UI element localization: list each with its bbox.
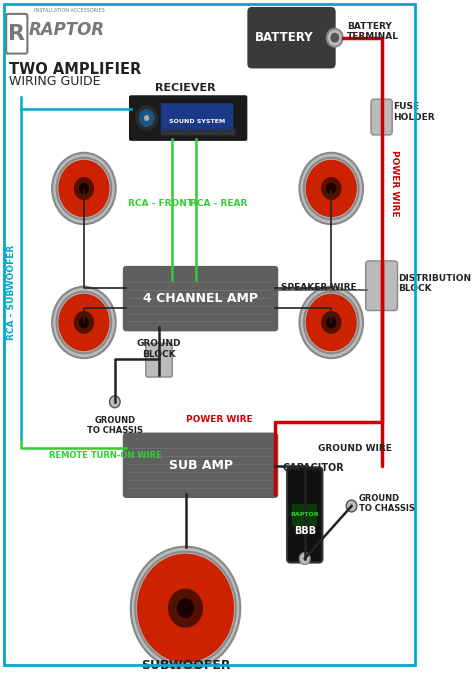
FancyBboxPatch shape (146, 343, 172, 377)
Circle shape (135, 105, 158, 131)
FancyBboxPatch shape (183, 129, 193, 135)
Circle shape (326, 183, 337, 194)
Text: R: R (8, 24, 25, 44)
Text: RCA - REAR: RCA - REAR (191, 200, 248, 208)
Circle shape (346, 500, 357, 512)
FancyBboxPatch shape (366, 261, 398, 311)
Text: RAPTOR: RAPTOR (291, 512, 319, 518)
Circle shape (79, 183, 89, 194)
Circle shape (321, 311, 341, 334)
Text: 4 CHANNEL AMP: 4 CHANNEL AMP (143, 292, 258, 305)
Circle shape (168, 588, 203, 628)
Circle shape (137, 553, 234, 663)
Text: BBB: BBB (294, 526, 316, 536)
Circle shape (52, 153, 116, 224)
Text: RCA - SUBWOOFER: RCA - SUBWOOFER (7, 245, 16, 340)
Circle shape (74, 311, 94, 334)
Circle shape (79, 317, 89, 328)
Text: GROUND
TO CHASSIS: GROUND TO CHASSIS (87, 416, 143, 435)
Text: POWER WIRE: POWER WIRE (186, 415, 252, 424)
FancyBboxPatch shape (287, 467, 322, 563)
Text: TWO AMPLIFIER: TWO AMPLIFIER (9, 61, 141, 77)
Text: SOUND SYSTEM: SOUND SYSTEM (169, 119, 225, 123)
Text: SUBWOOFER: SUBWOOFER (141, 658, 230, 672)
Text: RCA - FRONT: RCA - FRONT (128, 200, 193, 208)
Text: RECIEVER: RECIEVER (155, 84, 216, 93)
FancyBboxPatch shape (129, 95, 247, 141)
FancyBboxPatch shape (247, 7, 336, 69)
Circle shape (52, 286, 116, 358)
FancyBboxPatch shape (226, 129, 236, 135)
Circle shape (321, 177, 341, 200)
Circle shape (327, 29, 343, 47)
Text: GROUND WIRE: GROUND WIRE (318, 444, 392, 454)
FancyBboxPatch shape (204, 129, 214, 135)
Circle shape (300, 553, 310, 565)
Text: SUB AMP: SUB AMP (169, 459, 233, 472)
Circle shape (139, 109, 155, 127)
Text: DISTRIBUTION
BLOCK: DISTRIBUTION BLOCK (398, 274, 472, 293)
FancyBboxPatch shape (162, 129, 172, 135)
Text: GROUND
TO CHASSIS: GROUND TO CHASSIS (359, 494, 414, 514)
FancyBboxPatch shape (173, 129, 182, 135)
Circle shape (330, 33, 339, 42)
Text: POWER WIRE: POWER WIRE (390, 150, 399, 217)
Text: RAPTOR: RAPTOR (29, 21, 105, 39)
Circle shape (300, 286, 363, 358)
Text: REMOTE TURN-ON WIRE: REMOTE TURN-ON WIRE (48, 452, 161, 460)
Text: CAPACITOR: CAPACITOR (283, 463, 345, 473)
Circle shape (58, 294, 109, 351)
Circle shape (177, 599, 194, 618)
FancyBboxPatch shape (215, 129, 225, 135)
Circle shape (144, 115, 149, 121)
Text: GROUND
BLOCK: GROUND BLOCK (137, 339, 181, 359)
Circle shape (326, 317, 337, 328)
Circle shape (58, 160, 109, 217)
Text: INSTALLATION ACCESSORIES: INSTALLATION ACCESSORIES (34, 8, 104, 13)
Circle shape (306, 294, 357, 351)
Circle shape (131, 547, 240, 670)
Text: SPEAKER WIRE: SPEAKER WIRE (281, 282, 356, 292)
Text: FUSE
HOLDER: FUSE HOLDER (393, 102, 435, 122)
FancyBboxPatch shape (194, 129, 204, 135)
Circle shape (300, 153, 363, 224)
FancyBboxPatch shape (292, 504, 317, 526)
Circle shape (109, 396, 120, 408)
FancyBboxPatch shape (123, 433, 278, 498)
Circle shape (74, 177, 94, 200)
Circle shape (306, 160, 357, 217)
Text: BATTERY
TERMINAL: BATTERY TERMINAL (347, 22, 399, 41)
FancyBboxPatch shape (371, 99, 392, 135)
Text: BATTERY: BATTERY (255, 31, 314, 44)
FancyBboxPatch shape (123, 266, 278, 332)
Text: WIRING GUIDE: WIRING GUIDE (9, 75, 100, 88)
FancyBboxPatch shape (161, 103, 233, 135)
